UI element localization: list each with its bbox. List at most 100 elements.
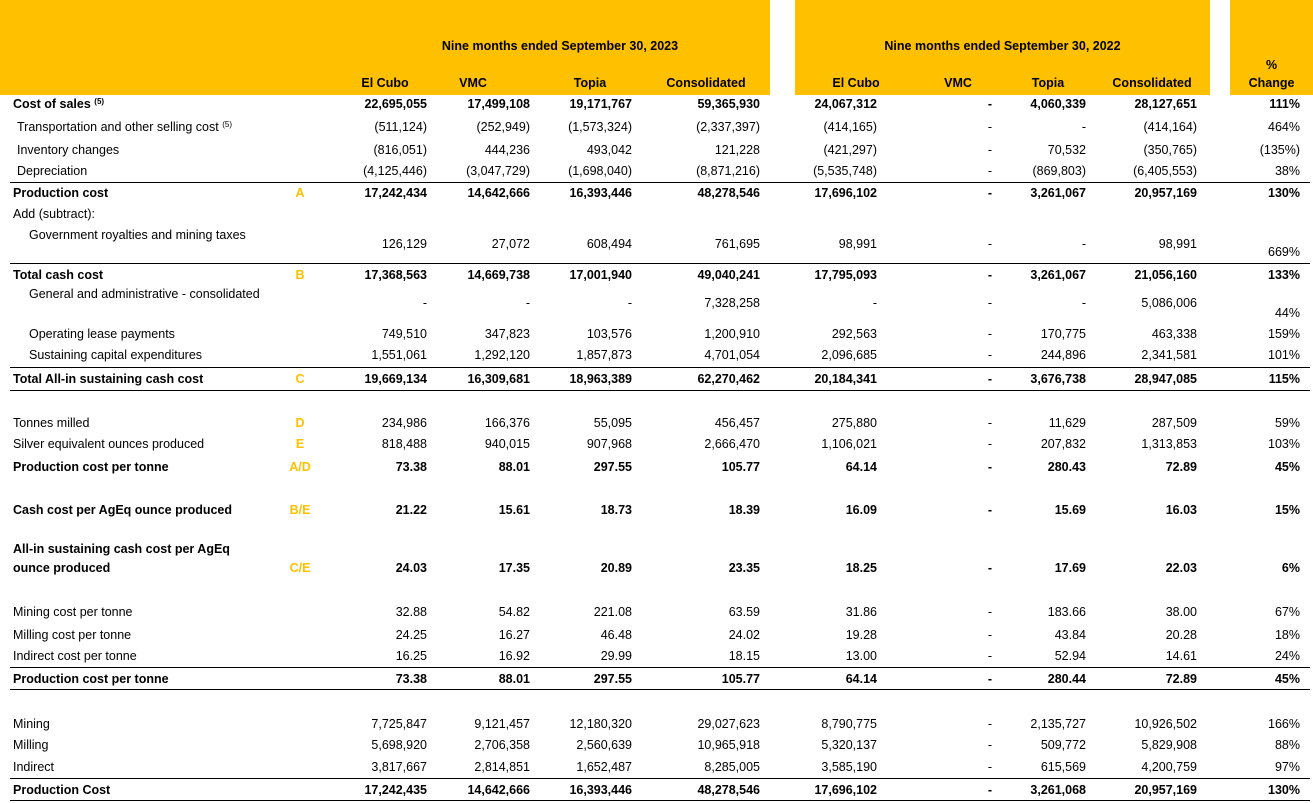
cell-value: - (987, 96, 992, 111)
row-rule (10, 667, 1310, 668)
row-rule (10, 390, 1310, 391)
cell-value: 2,096,685 (821, 347, 877, 362)
row-label: Total cash cost (13, 266, 263, 285)
column-header: VMC (459, 76, 487, 90)
cell-value: 297.55 (593, 671, 632, 686)
period-title: Nine months ended September 30, 2022 (884, 39, 1121, 53)
cell-value: - (987, 142, 992, 157)
cell-value: - (987, 560, 992, 575)
cell-value: - (987, 459, 992, 474)
cell-value: 2,706,358 (474, 737, 530, 752)
cell-value: (414,164) (1143, 119, 1197, 134)
cell-value: 4,060,339 (1030, 96, 1086, 111)
change-value: 18% (1274, 627, 1300, 642)
cell-value: 3,817,667 (371, 759, 427, 774)
label-text: Operating lease payments (29, 326, 175, 341)
cell-value: - (987, 326, 992, 341)
cell-value: 183.66 (1047, 604, 1086, 619)
cell-value: 15.69 (1054, 502, 1086, 517)
label-text: Indirect cost per tonne (13, 648, 137, 663)
cell-value: 5,320,137 (821, 737, 877, 752)
cell-value: 18.73 (600, 502, 632, 517)
footnote-ref: (5) (94, 96, 105, 106)
footnote-ref: (5) (222, 119, 232, 129)
cell-value: 48,278,546 (697, 185, 760, 200)
row-label: Indirect cost per tonne (13, 647, 263, 666)
cell-value: (350,765) (1143, 142, 1197, 157)
row-label: Add (subtract): (13, 205, 263, 224)
change-value: 6% (1281, 560, 1300, 575)
row-label: Indirect (13, 758, 263, 777)
row-label: Depreciation (17, 162, 267, 181)
cell-value: (1,698,040) (568, 163, 632, 178)
cell-value: 17,696,102 (814, 185, 877, 200)
cell-value: 2,560,639 (576, 737, 632, 752)
cell-value: - (987, 295, 992, 310)
cell-value: - (987, 415, 992, 430)
cell-value: 11,629 (1048, 415, 1086, 430)
cell-value: 16.09 (845, 502, 877, 517)
cell-value: - (872, 295, 877, 310)
change-value: 669% (1268, 244, 1300, 259)
cell-value: 20.89 (600, 560, 632, 575)
change-value: 101% (1268, 347, 1300, 362)
cell-value: (6,405,553) (1133, 163, 1197, 178)
change-value: 464% (1268, 119, 1300, 134)
cell-value: 1,106,021 (821, 436, 877, 451)
cell-value: (4,125,446) (363, 163, 427, 178)
cell-value: 14,669,738 (467, 267, 530, 282)
label-text: Production cost per tonne (13, 459, 169, 474)
cell-value: 28,947,085 (1134, 371, 1197, 386)
cell-value: 493,042 (586, 142, 632, 157)
cell-value: 21,056,160 (1134, 267, 1197, 282)
cell-value: 7,328,258 (704, 295, 760, 310)
cell-value: 15.61 (498, 502, 530, 517)
cell-value: 2,666,470 (704, 436, 760, 451)
cell-value: 72.89 (1165, 671, 1197, 686)
cell-value: - (987, 782, 992, 797)
cell-value: 749,510 (381, 326, 427, 341)
change-value: 133% (1268, 267, 1300, 282)
change-value: 159% (1268, 326, 1300, 341)
cell-value: 24.25 (395, 627, 427, 642)
cell-value: - (987, 436, 992, 451)
cell-value: 59,365,930 (697, 96, 760, 111)
cell-value: 166,376 (484, 415, 530, 430)
row-rule (10, 182, 1310, 183)
row-label: General and administrative - consolidate… (13, 285, 263, 304)
cell-value: (421,297) (823, 142, 877, 157)
cell-value: 20.28 (1165, 627, 1197, 642)
cell-value: 292,563 (831, 326, 877, 341)
cell-value: 20,957,169 (1134, 782, 1197, 797)
row-ref: B/E (289, 502, 311, 517)
cell-value: 5,698,920 (371, 737, 427, 752)
cell-value: 16.03 (1165, 502, 1197, 517)
label-text: Transportation and other selling cost (17, 119, 219, 134)
cell-value: 9,121,457 (474, 716, 530, 731)
cell-value: 12,180,320 (569, 716, 632, 731)
cell-value: 280.44 (1047, 671, 1086, 686)
label-text: Tonnes milled (13, 415, 90, 430)
cell-value: 608,494 (586, 236, 632, 251)
row-label: Mining cost per tonne (13, 603, 263, 622)
label-text: Production cost per tonne (13, 671, 169, 686)
row-label: Operating lease payments (29, 325, 279, 344)
header-band (795, 0, 1210, 95)
cell-value: 17,242,435 (364, 782, 427, 797)
row-rule (10, 778, 1310, 779)
row-label: Cost of sales (5) (13, 95, 263, 114)
change-title: Change (1248, 76, 1295, 90)
change-value: 38% (1274, 163, 1300, 178)
cell-value: (252,949) (476, 119, 530, 134)
header-band (0, 0, 770, 95)
cell-value: - (1081, 119, 1086, 134)
label-text: Add (subtract): (13, 206, 95, 221)
cell-value: - (987, 267, 992, 282)
cell-value: - (987, 759, 992, 774)
cell-value: 121,228 (714, 142, 760, 157)
row-label: Production Cost (13, 781, 263, 800)
cell-value: 234,986 (381, 415, 427, 430)
cell-value: 73.38 (395, 459, 427, 474)
cell-value: 14,642,666 (467, 185, 530, 200)
cell-value: - (987, 648, 992, 663)
